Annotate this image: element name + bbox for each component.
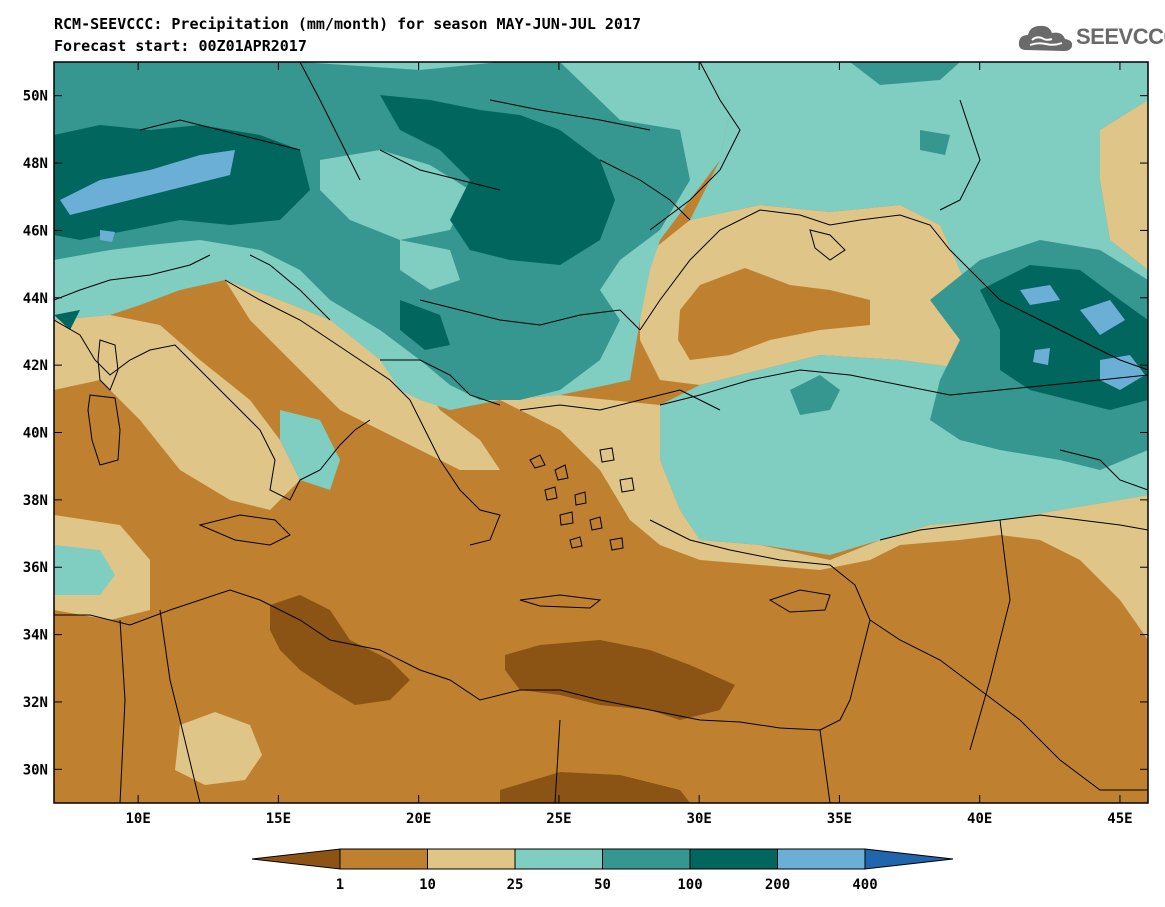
colorbar-label: 1	[336, 877, 344, 893]
colorbar-segment	[339, 848, 428, 870]
colorbar-triangle-high	[864, 848, 954, 870]
colorbar-label: 200	[765, 877, 790, 893]
colorbar-segment	[602, 848, 691, 870]
lat-tick-label: 42N	[23, 358, 48, 374]
lat-tick-label: 30N	[23, 762, 48, 778]
colorbar-label: 10	[419, 877, 436, 893]
lon-tick-label: 30E	[687, 811, 712, 827]
coastlines-borders	[54, 62, 1148, 803]
lat-tick-label: 40N	[23, 426, 48, 442]
aegean-islands	[529, 447, 635, 551]
lon-tick-label: 35E	[827, 811, 852, 827]
lon-tick-label: 45E	[1107, 811, 1132, 827]
lat-tick-label: 36N	[23, 560, 48, 576]
lat-tick-label: 38N	[23, 493, 48, 509]
lon-tick-label: 15E	[266, 811, 291, 827]
colorbar: 1 10 25 50 100 200 400	[251, 848, 954, 893]
colorbar-triangle-low	[251, 848, 341, 870]
lat-tick-label: 32N	[23, 695, 48, 711]
lat-tick-label: 34N	[23, 628, 48, 644]
lon-tick-label: 10E	[126, 811, 151, 827]
lat-tick-label: 48N	[23, 156, 48, 172]
map-title: RCM-SEEVCCC: Precipitation (mm/month) fo…	[54, 15, 641, 33]
longitude-axis: 10E 15E 20E 25E 30E 35E 40E 45E	[126, 62, 1133, 827]
latitude-axis: 50N 48N 46N 44N 42N 40N 38N 36N 34N 32N 30N	[23, 89, 1148, 778]
seevccc-logo: SEEVCCC	[1018, 22, 1165, 56]
colorbar-label: 50	[594, 877, 611, 893]
cloud-icon	[1018, 25, 1073, 51]
colorbar-segment	[514, 848, 603, 870]
colorbar-label: 400	[852, 877, 877, 893]
colorbar-segment	[689, 848, 778, 870]
lon-tick-label: 40E	[967, 811, 992, 827]
colorbar-label: 25	[507, 877, 524, 893]
colorbar-segment	[427, 848, 516, 870]
lat-tick-label: 50N	[23, 89, 48, 105]
lat-tick-label: 44N	[23, 291, 48, 307]
lon-tick-label: 20E	[406, 811, 431, 827]
colorbar-segment	[777, 848, 866, 870]
colorbar-label: 100	[677, 877, 702, 893]
precipitation-field	[54, 62, 1148, 803]
lon-tick-label: 25E	[546, 811, 571, 827]
logo-text: SEEVCCC	[1076, 24, 1165, 49]
forecast-start-label: Forecast start: 00Z01APR2017	[54, 37, 307, 55]
lat-tick-label: 46N	[23, 223, 48, 239]
